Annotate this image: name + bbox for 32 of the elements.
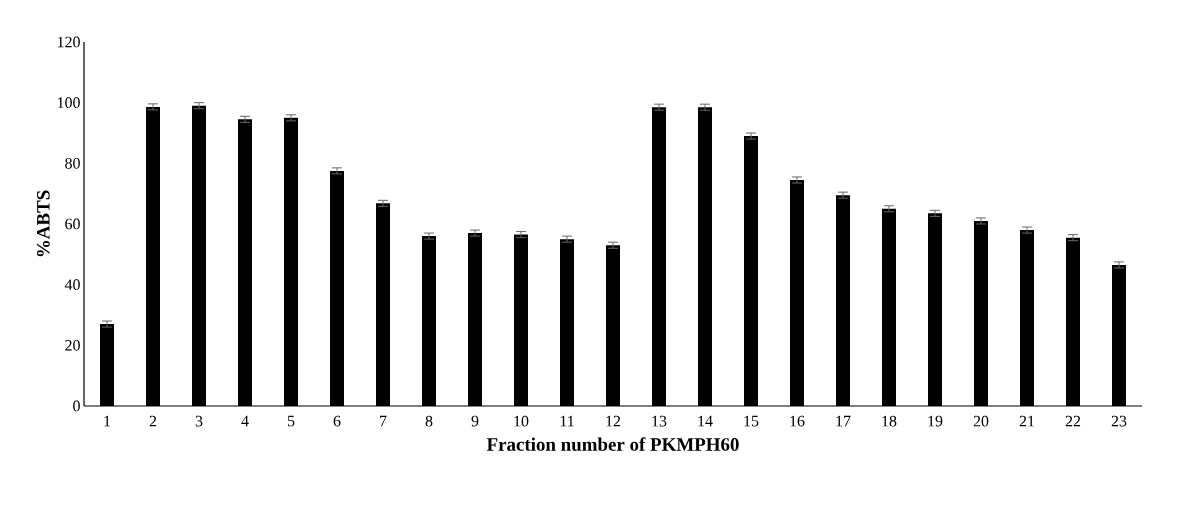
x-tick-label: 6 (333, 415, 341, 427)
x-tick-label: 15 (744, 415, 759, 427)
x-tick-label: 8 (425, 415, 433, 427)
x-tick-label: 20 (973, 415, 989, 427)
x-tick-label: 5 (287, 415, 295, 427)
x-tick-label: 18 (882, 415, 897, 427)
x-tick-label: 2 (149, 415, 157, 427)
x-tick-label: 16 (790, 415, 805, 427)
y-axis-title: %ABTS (36, 190, 50, 257)
x-tick-label: 7 (380, 415, 387, 427)
x-axis-title: Fraction number of PKMPH60 (486, 437, 739, 451)
x-tick-label: 12 (606, 415, 621, 427)
x-tick-label: 17 (836, 415, 851, 427)
x-tick-label: 3 (195, 415, 203, 427)
y-tick-label: 40 (64, 279, 80, 291)
y-tick-label: 60 (65, 218, 80, 230)
x-tick-label: 4 (241, 415, 249, 427)
x-tick-label: 23 (1111, 415, 1127, 427)
y-tick-label: 120 (57, 36, 80, 48)
y-tick-label: 80 (65, 157, 80, 169)
x-tick-label: 1 (104, 415, 111, 427)
x-tick-label: 19 (928, 415, 943, 427)
x-tick-label: 9 (471, 415, 479, 427)
y-tick-label: 0 (73, 400, 80, 412)
x-tick-label: 13 (652, 415, 667, 427)
x-tick-label: 11 (560, 415, 574, 427)
x-tick-label: 21 (1019, 415, 1035, 427)
y-tick-label: 100 (57, 97, 80, 109)
x-tick-label: 14 (698, 415, 713, 427)
y-tick-label: 20 (65, 339, 80, 351)
x-tick-label: 10 (514, 415, 529, 427)
x-tick-label: 22 (1065, 415, 1081, 427)
